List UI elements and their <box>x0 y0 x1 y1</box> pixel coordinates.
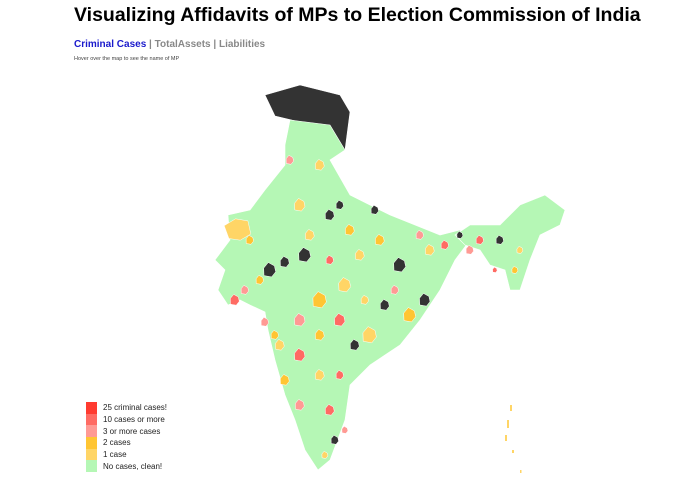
nav-total-assets[interactable]: TotalAssets <box>154 39 211 50</box>
constituency[interactable] <box>240 284 249 295</box>
constituency[interactable] <box>315 159 325 171</box>
legend-swatch <box>86 425 97 438</box>
constituency[interactable] <box>335 369 344 380</box>
legend-item: 3 or more cases <box>86 425 167 438</box>
constituency[interactable] <box>270 329 279 340</box>
constituency[interactable] <box>295 399 305 411</box>
constituency[interactable] <box>280 374 290 386</box>
region-northeast[interactable] <box>454 194 566 291</box>
constituency[interactable] <box>419 293 431 307</box>
constituency[interactable] <box>345 224 355 236</box>
islands <box>505 405 522 473</box>
legend-item: 2 cases <box>86 437 167 449</box>
legend-item: 25 criminal cases! <box>86 402 167 414</box>
legend-swatch <box>86 448 97 461</box>
legend-swatch <box>86 413 97 426</box>
legend-item: 10 cases or more <box>86 413 167 426</box>
constituency[interactable] <box>315 329 325 341</box>
constituency[interactable] <box>393 257 406 273</box>
constituency[interactable] <box>415 229 424 240</box>
constituency[interactable] <box>355 249 365 261</box>
constituency[interactable] <box>294 348 306 362</box>
legend-item: 1 case <box>86 448 167 461</box>
page-title: Visualizing Affidavits of MPs to Electio… <box>74 4 641 26</box>
constituency[interactable] <box>440 239 449 250</box>
legend-item: No cases, clean! <box>86 460 167 473</box>
constituency[interactable] <box>260 316 269 327</box>
constituency[interactable] <box>285 154 294 165</box>
constituency[interactable] <box>245 234 254 245</box>
constituency[interactable] <box>390 284 399 295</box>
legend: 25 criminal cases! 10 cases or more 3 or… <box>86 402 167 473</box>
hover-hint: Hover over the map to see the name of MP <box>74 56 180 62</box>
constituency[interactable] <box>315 369 325 381</box>
constituency[interactable] <box>294 198 306 212</box>
constituency[interactable] <box>516 245 524 254</box>
legend-swatch <box>86 437 97 449</box>
metric-nav: Criminal Cases | TotalAssets | Liabiliti… <box>74 39 265 50</box>
constituency[interactable] <box>325 209 335 221</box>
legend-swatch <box>86 402 97 414</box>
constituency[interactable] <box>403 307 416 323</box>
constituency[interactable] <box>425 244 435 256</box>
constituency[interactable] <box>380 299 390 311</box>
constituency[interactable] <box>492 266 498 273</box>
constituency[interactable] <box>495 234 504 245</box>
constituency[interactable] <box>360 294 369 305</box>
nav-liabilities[interactable]: Liabilities <box>218 39 266 50</box>
constituency[interactable] <box>375 234 385 246</box>
constituency[interactable] <box>465 244 474 255</box>
constituency[interactable] <box>456 230 464 239</box>
constituency[interactable] <box>255 274 264 285</box>
region-mainland[interactable] <box>214 119 471 471</box>
constituency[interactable] <box>263 262 276 278</box>
constituency[interactable] <box>321 450 329 459</box>
constituency[interactable] <box>370 204 379 215</box>
constituency[interactable] <box>298 247 311 263</box>
constituency[interactable] <box>275 339 285 351</box>
constituency[interactable] <box>338 277 351 293</box>
constituency[interactable] <box>325 404 335 416</box>
constituency[interactable] <box>305 229 315 241</box>
constituency[interactable] <box>312 291 327 309</box>
constituency[interactable] <box>330 434 339 445</box>
constituency[interactable] <box>511 265 519 274</box>
constituency[interactable] <box>362 326 377 344</box>
nav-separator: | <box>149 39 152 50</box>
constituency[interactable] <box>294 313 306 327</box>
constituency[interactable] <box>475 234 484 245</box>
nav-separator: | <box>213 39 217 50</box>
legend-swatch <box>86 460 97 473</box>
constituency[interactable] <box>335 199 344 210</box>
constituency[interactable] <box>334 313 346 327</box>
constituency[interactable] <box>230 294 240 306</box>
constituency[interactable] <box>350 339 360 351</box>
nav-criminal-cases[interactable]: Criminal Cases <box>74 39 147 50</box>
constituency[interactable] <box>341 425 349 434</box>
constituency[interactable] <box>280 256 290 268</box>
constituency[interactable] <box>325 254 334 265</box>
constituency[interactable] <box>223 218 252 241</box>
